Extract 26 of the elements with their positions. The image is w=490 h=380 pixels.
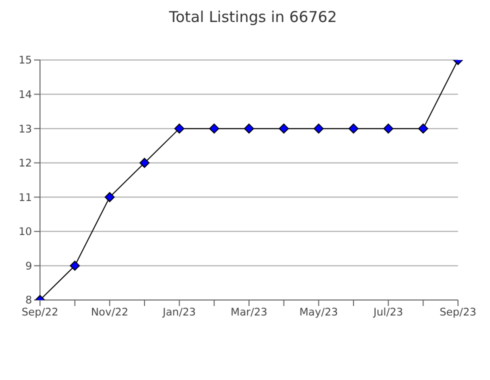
x-tick-label: May/23 bbox=[299, 306, 338, 318]
y-tick-label: 9 bbox=[25, 260, 32, 272]
x-tick-label: Mar/23 bbox=[230, 306, 268, 318]
point bbox=[278, 124, 289, 134]
y-tick-label: 10 bbox=[18, 226, 32, 238]
x-tick-label: Sep/23 bbox=[440, 306, 476, 318]
point bbox=[244, 124, 254, 134]
point bbox=[348, 124, 358, 134]
point bbox=[418, 124, 428, 134]
x-tick-label: Jul/23 bbox=[372, 306, 404, 318]
y-tick-label: 8 bbox=[25, 294, 32, 307]
chart-title: Total Listings in 66762 bbox=[168, 8, 338, 26]
x-tick-label: Jan/23 bbox=[162, 306, 196, 318]
y-tick-label: 12 bbox=[18, 158, 32, 170]
point bbox=[174, 124, 184, 134]
y-tick-label: 11 bbox=[18, 192, 32, 204]
point bbox=[314, 124, 324, 134]
y-tick-label: 13 bbox=[18, 123, 32, 136]
point bbox=[104, 192, 115, 202]
x-tick-label: Nov/22 bbox=[90, 306, 128, 318]
point bbox=[140, 158, 150, 168]
point bbox=[383, 124, 394, 134]
x-tick-label: Sep/22 bbox=[22, 306, 58, 318]
y-tick-label: 14 bbox=[18, 89, 32, 102]
y-tick-label: 15 bbox=[18, 54, 32, 67]
point bbox=[209, 124, 220, 134]
